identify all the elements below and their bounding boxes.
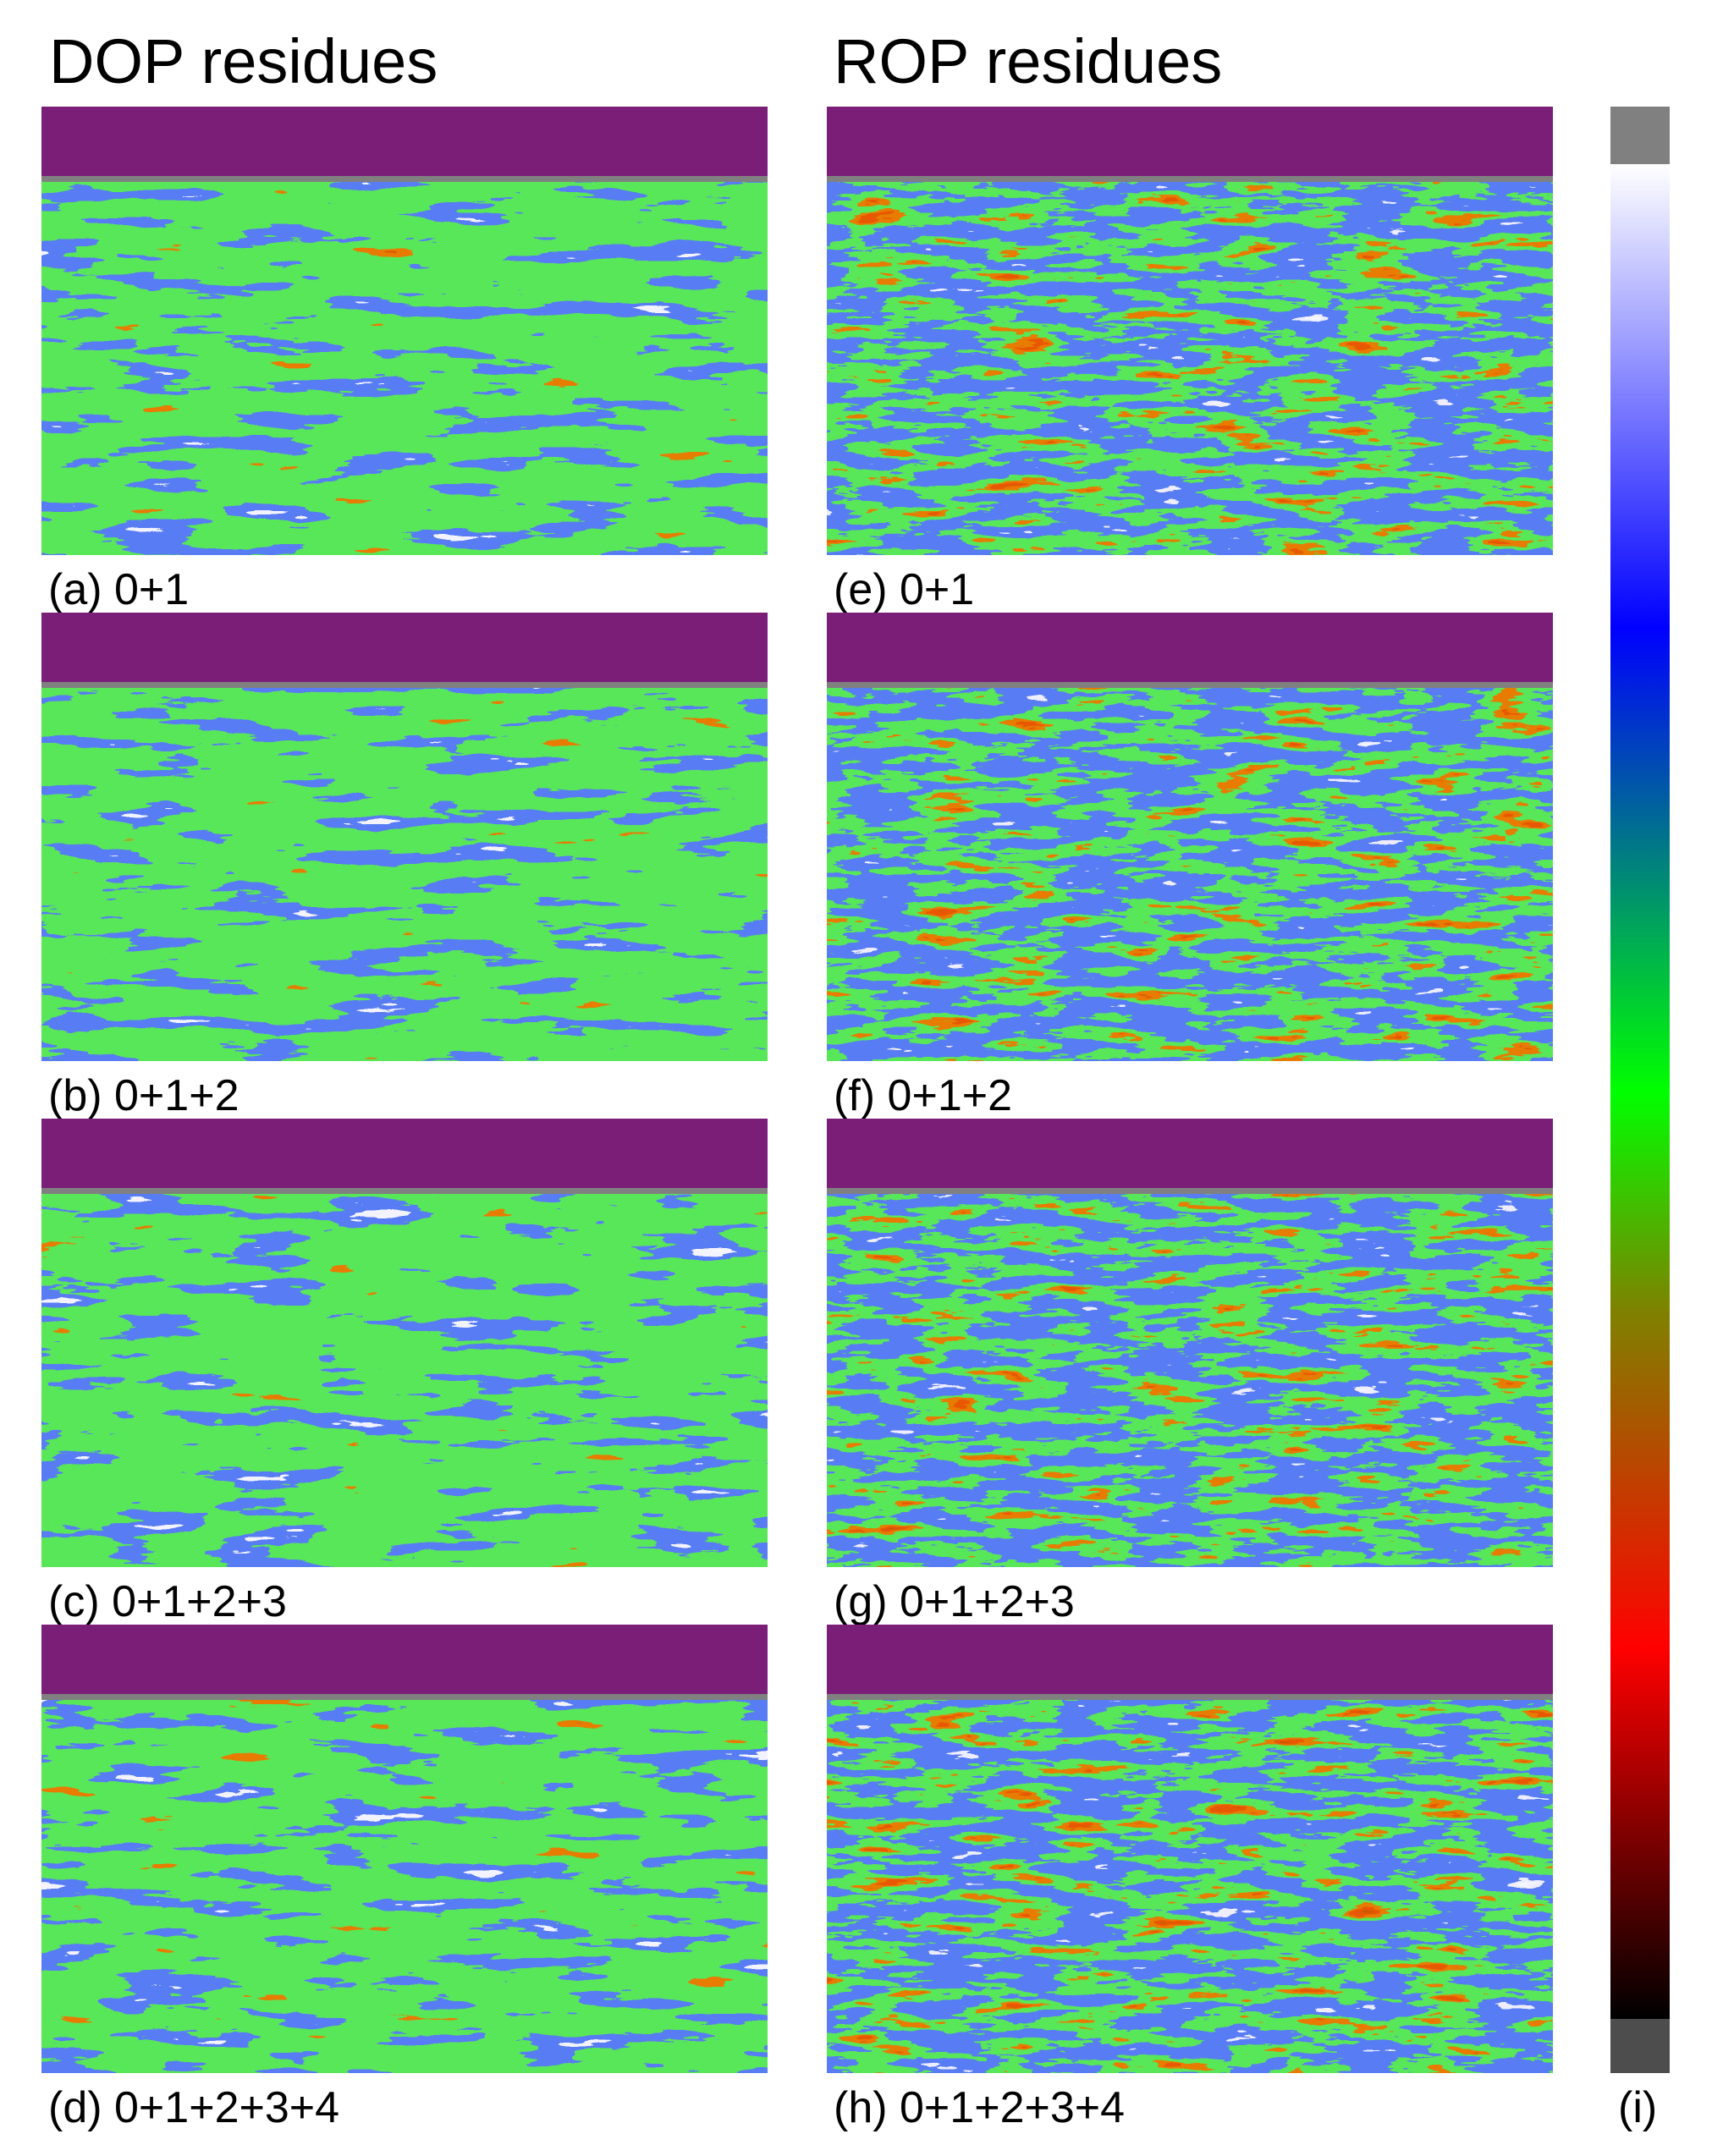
panel-label: (a) 0+1 xyxy=(48,565,189,614)
panel-label: (b) 0+1+2 xyxy=(48,1071,239,1120)
panel-label: (h) 0+1+2+3+4 xyxy=(834,2083,1125,2132)
surface-line xyxy=(41,682,768,688)
surface-line xyxy=(827,682,1553,688)
surface-line xyxy=(827,1694,1553,1700)
panel-label: (e) 0+1 xyxy=(834,565,974,614)
surface-line xyxy=(41,176,768,182)
panel-label: (c) 0+1+2+3 xyxy=(48,1577,287,1626)
surface-line xyxy=(827,176,1553,182)
mask-band xyxy=(41,107,768,176)
panel-label: (i) xyxy=(1618,2083,1657,2132)
mask-band xyxy=(41,1625,768,1694)
mask-band xyxy=(41,613,768,682)
surface-line xyxy=(41,1694,768,1700)
colorbar-cap xyxy=(1610,2019,1670,2073)
mask-band xyxy=(827,1625,1553,1694)
colorbar-cap xyxy=(1610,107,1670,164)
mask-band xyxy=(827,613,1553,682)
surface-line xyxy=(827,1188,1553,1194)
mask-band xyxy=(41,1119,768,1188)
panel-label: (f) 0+1+2 xyxy=(834,1071,1012,1120)
panel-label: (g) 0+1+2+3 xyxy=(834,1577,1075,1626)
mask-band xyxy=(827,107,1553,176)
column-title: DOP residues xyxy=(49,26,438,96)
surface-line xyxy=(41,1188,768,1194)
column-title: ROP residues xyxy=(834,26,1222,96)
colorbar xyxy=(1610,164,1670,2019)
panel-label: (d) 0+1+2+3+4 xyxy=(48,2083,339,2132)
mask-band xyxy=(827,1119,1553,1188)
